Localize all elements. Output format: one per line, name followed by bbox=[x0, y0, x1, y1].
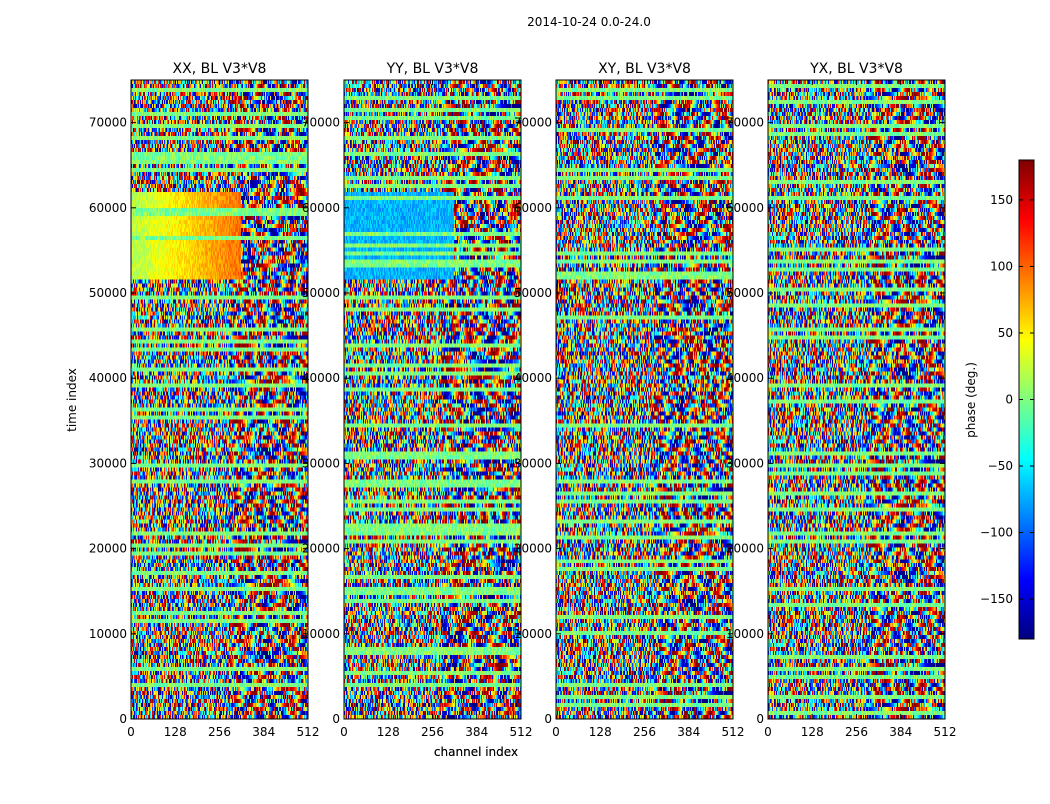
x-tick-label: 512 bbox=[722, 725, 745, 739]
y-tick-label: 0 bbox=[544, 712, 552, 726]
heatmap-image bbox=[556, 80, 733, 719]
panel-2: YY, BL V3*V8 0 128 256 384 512 0 10000 20000 3000… bbox=[302, 61, 533, 759]
x-tick-label: 384 bbox=[465, 725, 488, 739]
y-tick-label: 40000 bbox=[302, 371, 340, 385]
y-tick-label: 10000 bbox=[726, 627, 764, 641]
x-tick-label: 128 bbox=[377, 725, 400, 739]
x-tick-label: 256 bbox=[421, 725, 444, 739]
panel-title: XX, BL V3*V8 bbox=[173, 61, 267, 77]
colorbar-label: phase (deg.) bbox=[964, 362, 978, 438]
y-tick-label: 70000 bbox=[514, 116, 552, 130]
y-tick-label: 40000 bbox=[726, 371, 764, 385]
y-tick-label: 70000 bbox=[89, 116, 127, 130]
heatmap-image bbox=[768, 80, 945, 719]
y-tick-label: 10000 bbox=[514, 627, 552, 641]
x-tick-label: 128 bbox=[589, 725, 612, 739]
x-tick-label: 384 bbox=[677, 725, 700, 739]
x-tick-label: 256 bbox=[845, 725, 868, 739]
x-tick-label: 256 bbox=[208, 725, 231, 739]
x-tick-label: 0 bbox=[764, 725, 772, 739]
colorbar-tick-label: −150 bbox=[980, 592, 1013, 606]
x-tick-label: 0 bbox=[340, 725, 348, 739]
x-tick-label: 128 bbox=[164, 725, 187, 739]
x-tick-label: 256 bbox=[633, 725, 656, 739]
y-tick-label: 0 bbox=[332, 712, 340, 726]
y-tick-label: 70000 bbox=[726, 116, 764, 130]
x-tick-label: 512 bbox=[510, 725, 533, 739]
y-tick-label: 20000 bbox=[514, 542, 552, 556]
y-axis-label: time index bbox=[65, 368, 79, 432]
colorbar-gradient bbox=[1019, 160, 1034, 639]
x-axis-label: channel index bbox=[434, 745, 518, 759]
colorbar-tick-label: −100 bbox=[980, 526, 1013, 540]
x-tick-label: 0 bbox=[552, 725, 560, 739]
panel-title: XY, BL V3*V8 bbox=[598, 61, 691, 77]
y-tick-label: 50000 bbox=[726, 286, 764, 300]
y-tick-label: 30000 bbox=[726, 456, 764, 470]
y-tick-label: 40000 bbox=[89, 371, 127, 385]
x-tick-label: 0 bbox=[127, 725, 135, 739]
panel-4: YX, BL V3*V8 0 128 256 384 512 0 10000 20000 3000… bbox=[726, 61, 957, 739]
panel-1: XX, BL V3*V8 0 128 256 384 512 0 10000 20000 3000… bbox=[65, 61, 518, 759]
y-tick-label: 20000 bbox=[89, 542, 127, 556]
panel-title: YY, BL V3*V8 bbox=[386, 61, 479, 77]
y-tick-label: 60000 bbox=[302, 201, 340, 215]
y-tick-label: 50000 bbox=[514, 286, 552, 300]
heatmap-panels: XX, BL V3*V8 0 128 256 384 512 0 10000 20000 3000… bbox=[65, 61, 956, 759]
x-tick-label: 128 bbox=[801, 725, 824, 739]
x-axis-label: channel index bbox=[434, 745, 518, 759]
y-tick-label: 30000 bbox=[514, 456, 552, 470]
y-tick-label: 60000 bbox=[726, 201, 764, 215]
panel-title: YX, BL V3*V8 bbox=[809, 61, 903, 77]
colorbar-tick-label: 100 bbox=[990, 259, 1013, 273]
colorbar-tick-label: 0 bbox=[1005, 393, 1013, 407]
y-tick-label: 60000 bbox=[514, 201, 552, 215]
x-tick-label: 384 bbox=[889, 725, 912, 739]
colorbar-tick-label: −50 bbox=[988, 459, 1013, 473]
heatmap-image bbox=[344, 80, 521, 719]
y-tick-label: 60000 bbox=[89, 201, 127, 215]
heatmap-image bbox=[131, 80, 308, 719]
x-tick-label: 512 bbox=[297, 725, 320, 739]
y-tick-label: 0 bbox=[756, 712, 764, 726]
colorbar: −150 −100 −50 0 50 100 150 phase (deg.) bbox=[964, 159, 1035, 640]
y-tick-label: 0 bbox=[119, 712, 127, 726]
y-tick-label: 20000 bbox=[302, 542, 340, 556]
y-tick-label: 40000 bbox=[514, 371, 552, 385]
colorbar-tick-label: 50 bbox=[998, 326, 1013, 340]
y-tick-label: 30000 bbox=[89, 456, 127, 470]
y-tick-label: 20000 bbox=[726, 542, 764, 556]
y-tick-label: 50000 bbox=[89, 286, 127, 300]
y-tick-label: 30000 bbox=[302, 456, 340, 470]
y-tick-label: 50000 bbox=[302, 286, 340, 300]
y-tick-label: 70000 bbox=[302, 116, 340, 130]
figure-suptitle: 2014-10-24 0.0-24.0 bbox=[527, 15, 651, 29]
x-tick-label: 512 bbox=[934, 725, 957, 739]
y-tick-label: 10000 bbox=[89, 627, 127, 641]
panel-3: XY, BL V3*V8 0 128 256 384 512 0 10000 20000 3000… bbox=[514, 61, 745, 739]
x-tick-label: 384 bbox=[252, 725, 275, 739]
y-tick-label: 10000 bbox=[302, 627, 340, 641]
colorbar-tick-label: 150 bbox=[990, 193, 1013, 207]
